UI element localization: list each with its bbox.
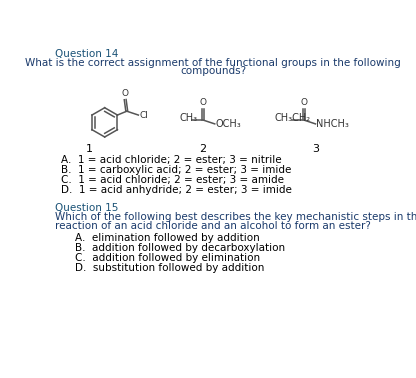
Text: 1: 1 bbox=[86, 144, 93, 154]
Text: NHCH₃: NHCH₃ bbox=[316, 119, 349, 129]
Text: What is the correct assignment of the functional groups in the following: What is the correct assignment of the fu… bbox=[25, 58, 401, 68]
Text: 3: 3 bbox=[312, 144, 319, 154]
Text: D.  substitution followed by addition: D. substitution followed by addition bbox=[75, 263, 265, 273]
Text: OCH₃: OCH₃ bbox=[215, 119, 241, 129]
Text: O: O bbox=[300, 98, 307, 107]
Text: CH₃: CH₃ bbox=[180, 113, 198, 123]
Text: Which of the following best describes the key mechanistic steps in the: Which of the following best describes th… bbox=[55, 212, 416, 222]
Text: Question 15: Question 15 bbox=[55, 203, 119, 213]
Text: B.  addition followed by decarboxylation: B. addition followed by decarboxylation bbox=[75, 243, 285, 253]
Text: C.  1 = acid chloride; 2 = ester; 3 = amide: C. 1 = acid chloride; 2 = ester; 3 = ami… bbox=[61, 175, 284, 185]
Text: A.  elimination followed by addition: A. elimination followed by addition bbox=[75, 233, 260, 243]
Text: D.  1 = acid anhydride; 2 = ester; 3 = imide: D. 1 = acid anhydride; 2 = ester; 3 = im… bbox=[61, 185, 292, 195]
Text: A.  1 = acid chloride; 2 = ester; 3 = nitrile: A. 1 = acid chloride; 2 = ester; 3 = nit… bbox=[61, 155, 282, 165]
Text: O: O bbox=[200, 98, 207, 107]
Text: Cl: Cl bbox=[139, 111, 148, 120]
Text: CH₃CH₂: CH₃CH₂ bbox=[275, 113, 311, 123]
Text: reaction of an acid chloride and an alcohol to form an ester?: reaction of an acid chloride and an alco… bbox=[55, 221, 371, 231]
Text: B.  1 = carboxylic acid; 2 = ester; 3 = imide: B. 1 = carboxylic acid; 2 = ester; 3 = i… bbox=[61, 165, 292, 175]
Text: C.  addition followed by elimination: C. addition followed by elimination bbox=[75, 253, 260, 263]
Text: compounds?: compounds? bbox=[180, 66, 246, 76]
Text: Question 14: Question 14 bbox=[55, 49, 119, 59]
Text: 2: 2 bbox=[200, 144, 207, 154]
Text: O: O bbox=[122, 89, 129, 98]
